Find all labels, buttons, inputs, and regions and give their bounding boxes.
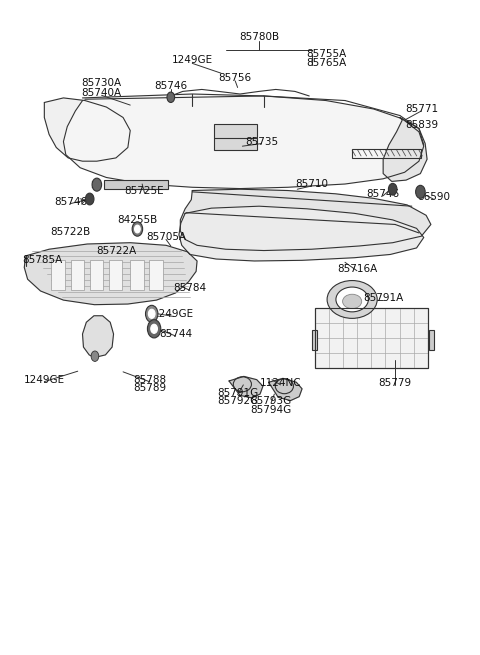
Bar (429, 330, 434, 350)
Polygon shape (383, 117, 427, 181)
Text: 85755A: 85755A (306, 48, 346, 58)
Ellipse shape (343, 294, 362, 309)
Bar (149, 259, 163, 290)
Circle shape (92, 178, 102, 191)
Text: 1124NC: 1124NC (260, 378, 301, 388)
Polygon shape (269, 379, 302, 401)
Text: 86590: 86590 (417, 192, 450, 202)
Text: 85740A: 85740A (82, 88, 121, 98)
Text: 85794G: 85794G (251, 405, 292, 415)
Text: 85765A: 85765A (306, 58, 346, 68)
Bar (109, 259, 122, 290)
Text: 85784: 85784 (173, 284, 206, 293)
Bar (315, 308, 428, 368)
Text: 85746: 85746 (54, 196, 87, 206)
Circle shape (132, 222, 143, 236)
Text: 85791A: 85791A (363, 293, 403, 303)
Polygon shape (180, 189, 431, 251)
Text: 85788: 85788 (133, 375, 166, 384)
Polygon shape (44, 98, 130, 161)
Text: 85791G: 85791G (217, 388, 258, 398)
Circle shape (151, 324, 157, 333)
Text: 85735: 85735 (245, 137, 278, 147)
Circle shape (145, 305, 158, 322)
Circle shape (134, 225, 140, 233)
Text: 85779: 85779 (379, 378, 412, 388)
Text: 1249GE: 1249GE (172, 55, 213, 65)
Text: 85780B: 85780B (239, 32, 279, 43)
Ellipse shape (336, 287, 368, 312)
Text: 85725E: 85725E (125, 185, 164, 196)
Circle shape (416, 185, 425, 198)
Text: 85792G: 85792G (217, 396, 258, 406)
Text: 85746: 85746 (154, 81, 187, 91)
Text: 85716A: 85716A (337, 264, 377, 274)
Polygon shape (63, 94, 424, 189)
Text: 85744: 85744 (159, 329, 192, 339)
Circle shape (91, 351, 99, 362)
Polygon shape (179, 206, 424, 261)
Text: 1249GE: 1249GE (24, 375, 65, 384)
Bar (71, 259, 84, 290)
Text: 85722B: 85722B (50, 227, 91, 236)
Text: 85789: 85789 (133, 383, 166, 393)
Text: 85705A: 85705A (146, 233, 186, 242)
Circle shape (388, 183, 397, 195)
Polygon shape (229, 377, 263, 398)
Text: 85771: 85771 (405, 104, 438, 114)
Bar (315, 308, 428, 368)
Bar (352, 149, 421, 158)
Text: 85793G: 85793G (251, 396, 292, 406)
Bar (51, 259, 65, 290)
Text: 85785A: 85785A (22, 255, 62, 265)
Circle shape (148, 309, 155, 318)
Text: 1249GE: 1249GE (153, 309, 194, 320)
Circle shape (147, 320, 161, 338)
Bar (130, 259, 144, 290)
Bar (214, 124, 257, 150)
Text: 85746: 85746 (367, 189, 400, 199)
Polygon shape (24, 243, 197, 305)
Bar (104, 180, 168, 189)
Ellipse shape (327, 280, 377, 318)
Text: 85722A: 85722A (96, 246, 136, 256)
Text: 85839: 85839 (405, 121, 438, 130)
Bar (312, 330, 317, 350)
Text: 85756: 85756 (219, 73, 252, 83)
Polygon shape (83, 316, 114, 358)
Bar (90, 259, 103, 290)
Circle shape (167, 92, 175, 102)
Text: 85710: 85710 (295, 179, 328, 189)
Text: 84255B: 84255B (117, 215, 157, 225)
Circle shape (85, 193, 94, 205)
Text: 85730A: 85730A (82, 78, 121, 88)
